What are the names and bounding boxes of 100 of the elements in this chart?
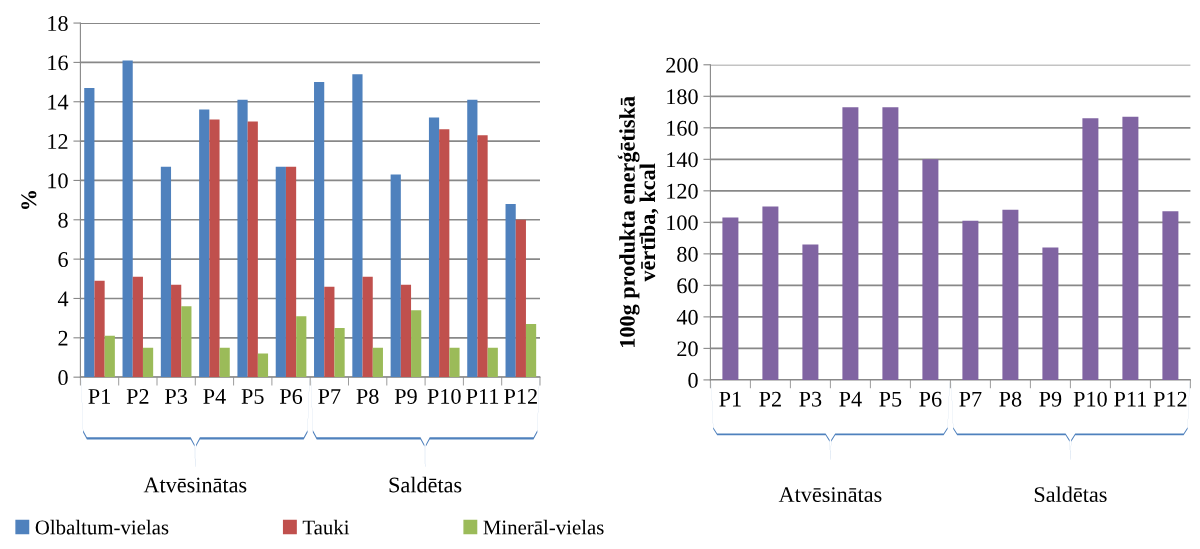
text: Atvēsinātas — [143, 477, 247, 493]
y-tick-label: 0 — [58, 370, 68, 386]
bar — [285, 166, 297, 378]
bar — [1122, 116, 1139, 380]
text: Saldētas — [389, 476, 462, 493]
bar — [962, 220, 979, 380]
bar — [842, 107, 859, 380]
bar — [247, 121, 258, 378]
bar — [439, 129, 450, 378]
bar — [411, 310, 422, 378]
legend-label: Tauki — [302, 519, 350, 535]
bar — [257, 353, 269, 378]
bar — [1082, 118, 1099, 380]
x-tick-label: P4 — [203, 389, 226, 404]
legend-label: Olbaltum-vielas — [35, 519, 169, 535]
bar — [477, 135, 488, 378]
bar — [199, 109, 210, 378]
bar — [722, 217, 739, 380]
bar — [362, 276, 373, 378]
bar — [84, 87, 95, 378]
bar — [467, 99, 478, 378]
x-tick-label: P9 — [1039, 391, 1062, 407]
bar — [181, 306, 192, 378]
x-tick-label: P10 — [427, 388, 461, 404]
x-tick-label: P7 — [959, 391, 982, 407]
text: Atvēsinātas — [778, 487, 882, 503]
x-tick-label: P3 — [165, 388, 188, 404]
x-tick-label: P11 — [466, 389, 499, 404]
bar — [400, 284, 412, 378]
y-axis-title: % — [21, 191, 37, 209]
y-tick-label: 20 — [677, 341, 698, 357]
y-tick-label: 14 — [48, 94, 69, 110]
bar — [209, 119, 220, 378]
x-tick-label: P8 — [356, 388, 379, 404]
x-tick-label: P4 — [839, 391, 862, 407]
x-tick-label: P5 — [879, 391, 902, 407]
y-tick-label: 80 — [677, 246, 698, 262]
bar — [505, 204, 516, 378]
bar — [1162, 211, 1179, 380]
x-tick-label: P9 — [394, 388, 417, 404]
bar — [219, 347, 230, 378]
bar — [487, 347, 498, 378]
bar — [160, 166, 172, 378]
text: Saldētas — [1034, 486, 1107, 503]
y-tick-label: 180 — [667, 89, 698, 105]
bar — [142, 347, 154, 378]
y-tick-label: 200 — [666, 57, 698, 73]
y-tick-label: 2 — [58, 330, 68, 346]
bar — [122, 60, 133, 378]
bar — [428, 117, 440, 378]
y-tick-label: 40 — [676, 309, 698, 325]
bar — [390, 174, 401, 378]
y-tick-label: 6 — [58, 252, 68, 268]
bar — [275, 166, 286, 378]
bar — [882, 107, 899, 380]
bar — [525, 324, 537, 378]
x-tick-label: P7 — [318, 389, 341, 404]
y-tick-label: 10 — [48, 173, 68, 189]
x-tick-label: P6 — [919, 391, 942, 407]
x-tick-label: P2 — [126, 388, 149, 404]
x-tick-label: P1 — [719, 391, 741, 407]
x-tick-label: P3 — [799, 391, 822, 407]
x-tick-label: P5 — [241, 389, 264, 404]
bar — [237, 99, 248, 378]
x-tick-label: P12 — [1153, 391, 1187, 407]
x-tick-label: P2 — [759, 391, 781, 407]
bar — [324, 286, 335, 378]
x-tick-label: P8 — [999, 391, 1022, 407]
bar — [922, 159, 939, 380]
x-tick-label: P12 — [504, 388, 537, 404]
y-tick-label: 120 — [667, 183, 698, 199]
y-tick-label: 16 — [48, 55, 68, 71]
x-tick-label: P1 — [88, 389, 110, 404]
bar — [171, 284, 182, 378]
bar — [132, 276, 143, 378]
x-tick-label: P6 — [279, 388, 303, 404]
bar — [104, 335, 115, 378]
bar — [1042, 247, 1059, 380]
bar — [762, 206, 779, 380]
bar — [802, 244, 819, 380]
y-tick-label: 4 — [57, 291, 69, 307]
y-tick-label: 18 — [48, 15, 68, 31]
bar — [314, 82, 325, 378]
bar — [296, 316, 307, 378]
legend-label: Minerāl-vielas — [483, 519, 604, 535]
bar — [372, 347, 383, 378]
y-tick-label: 100 — [667, 215, 698, 231]
y-tick-label: 140 — [667, 152, 698, 168]
y-tick-label: 0 — [688, 372, 698, 388]
x-tick-label: P10 — [1073, 391, 1107, 407]
y-tick-label: 60 — [677, 278, 698, 294]
y-tick-label: 12 — [48, 134, 68, 149]
x-tick-label: P11 — [1114, 391, 1146, 407]
bar — [1002, 209, 1019, 380]
bar — [334, 327, 345, 378]
bar — [515, 219, 526, 378]
bar — [94, 280, 105, 378]
bar — [352, 74, 363, 378]
bar — [449, 347, 460, 378]
y-axis-title: 100g produkta enerģētiskā vērtība, kcal — [617, 96, 659, 347]
